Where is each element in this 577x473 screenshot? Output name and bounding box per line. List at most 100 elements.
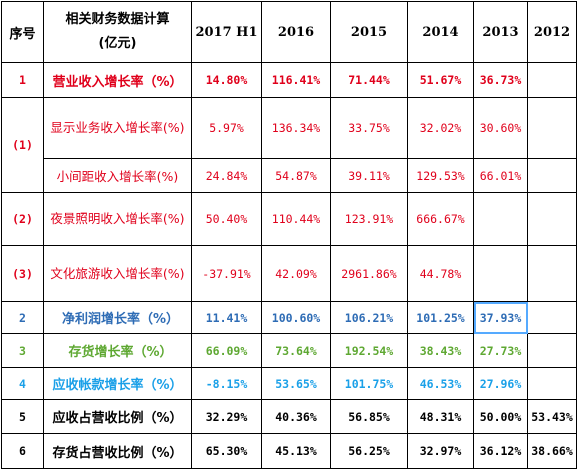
row-seq[interactable]: 6 [1, 433, 44, 469]
row-label[interactable]: 夜景照明收入增长率(%) [43, 192, 192, 246]
table-cell[interactable]: 50.00% [473, 399, 528, 434]
table-cell[interactable] [527, 192, 577, 246]
table-cell[interactable]: 56.25% [330, 433, 408, 469]
header-year-2017h1[interactable]: 2017 H1 [191, 1, 262, 63]
table-cell[interactable]: 51.67% [407, 62, 474, 98]
row-seq[interactable]: (2) [1, 192, 44, 246]
table-cell[interactable]: 106.21% [330, 301, 408, 334]
table-cell[interactable] [527, 367, 577, 400]
table-cell[interactable]: 2961.86% [330, 245, 408, 302]
table-cell[interactable]: 38.66% [527, 433, 577, 469]
table-cell[interactable]: 56.85% [330, 399, 408, 434]
table-cell[interactable]: 100.60% [261, 301, 331, 334]
header-seq[interactable]: 序号 [1, 1, 44, 63]
table-cell[interactable]: 27.96% [473, 367, 528, 400]
table-cell[interactable] [527, 301, 577, 334]
table-cell[interactable]: 53.43% [527, 399, 577, 434]
table-cell[interactable]: 42.09% [261, 245, 331, 302]
table-cell[interactable]: 71.44% [330, 62, 408, 98]
table-cell[interactable]: 136.34% [261, 97, 331, 159]
table-cell[interactable]: 36.12% [473, 433, 528, 469]
table-cell[interactable]: 33.75% [330, 97, 408, 159]
table-cell[interactable]: 27.73% [473, 333, 528, 368]
header-year-2014[interactable]: 2014 [407, 1, 474, 63]
table-cell[interactable]: 53.65% [261, 367, 331, 400]
table-cell[interactable]: 39.11% [330, 158, 408, 193]
table-cell[interactable]: 50.40% [191, 192, 262, 246]
table-cell[interactable]: 666.67% [407, 192, 474, 246]
table-cell[interactable]: 32.97% [407, 433, 474, 469]
table-cell[interactable]: 44.78% [407, 245, 474, 302]
table-cell[interactable]: -37.91% [191, 245, 262, 302]
header-year-2016[interactable]: 2016 [261, 1, 331, 63]
table-cell[interactable]: 101.25% [407, 301, 474, 334]
row-seq[interactable]: 4 [1, 367, 44, 400]
table-row-night-lighting-growth: (2) 夜景照明收入增长率(%) 50.40% 110.44% 123.91% … [1, 192, 577, 246]
row-label[interactable]: 应收帐款增长率（%） [43, 367, 192, 400]
table-row-revenue-growth: 1 营业收入增长率（%） 14.80% 116.41% 71.44% 51.67… [1, 62, 577, 98]
table-cell[interactable]: 65.30% [191, 433, 262, 469]
table-cell-selected[interactable]: 37.93% [473, 301, 528, 334]
table-row-display-growth: (1) 显示业务收入增长率(%) 5.97% 136.34% 33.75% 32… [1, 97, 577, 193]
row-label[interactable]: 小间距收入增长率(%) [43, 158, 192, 193]
header-year-2015[interactable]: 2015 [330, 1, 408, 63]
header-item-line2: (亿元) [98, 36, 137, 51]
table-cell[interactable]: 46.53% [407, 367, 474, 400]
table-cell[interactable] [527, 158, 577, 193]
table-row-receivables-growth: 4 应收帐款增长率（%） -8.15% 53.65% 101.75% 46.53… [1, 367, 577, 400]
table-cell[interactable]: 116.41% [261, 62, 331, 98]
header-year-2012[interactable]: 2012 [527, 1, 577, 63]
row-label[interactable]: 应收占营收比例（%） [43, 399, 192, 434]
table-cell[interactable]: 101.75% [330, 367, 408, 400]
row-label[interactable]: 文化旅游收入增长率(%) [43, 245, 192, 302]
table-row-cultural-tourism-growth: (3) 文化旅游收入增长率(%) -37.91% 42.09% 2961.86%… [1, 245, 577, 302]
row-label[interactable]: 净利润增长率（%） [43, 301, 192, 334]
row-label[interactable]: 显示业务收入增长率(%) [43, 97, 192, 159]
table-cell[interactable]: 45.13% [261, 433, 331, 469]
row-label[interactable]: 营业收入增长率（%） [43, 62, 192, 98]
table-cell[interactable]: 32.29% [191, 399, 262, 434]
table-cell[interactable]: 24.84% [191, 158, 262, 193]
row-label[interactable]: 存货占营收比例（%） [43, 433, 192, 469]
table-cell[interactable] [527, 97, 577, 159]
table-row-net-profit-growth: 2 净利润增长率（%） 11.41% 100.60% 106.21% 101.2… [1, 301, 577, 334]
table-cell[interactable] [473, 245, 528, 302]
table-cell[interactable]: 14.80% [191, 62, 262, 98]
table-cell[interactable]: 66.09% [191, 333, 262, 368]
row-seq[interactable]: (3) [1, 245, 44, 302]
table-cell[interactable]: 38.43% [407, 333, 474, 368]
table-cell[interactable]: 192.54% [330, 333, 408, 368]
table-cell[interactable]: 40.36% [261, 399, 331, 434]
table-cell[interactable]: -8.15% [191, 367, 262, 400]
row-seq[interactable]: (1) [1, 97, 44, 193]
table-cell[interactable]: 11.41% [191, 301, 262, 334]
table-cell[interactable]: 129.53% [407, 158, 474, 193]
table-cell[interactable]: 48.31% [407, 399, 474, 434]
table-cell[interactable]: 32.02% [407, 97, 474, 159]
table-row-receivables-ratio: 5 应收占营收比例（%） 32.29% 40.36% 56.85% 48.31%… [1, 399, 577, 434]
table-cell[interactable] [473, 192, 528, 246]
header-item[interactable]: 相关财务数据计算 (亿元) [43, 1, 192, 63]
table-cell[interactable]: 110.44% [261, 192, 331, 246]
row-seq[interactable]: 5 [1, 399, 44, 434]
row-seq[interactable]: 1 [1, 62, 44, 98]
row-seq[interactable]: 2 [1, 301, 44, 334]
table-cell[interactable] [527, 333, 577, 368]
header-row: 序号 相关财务数据计算 (亿元) 2017 H1 2016 2015 2014 … [1, 1, 577, 63]
row-label[interactable]: 存货增长率（%） [43, 333, 192, 368]
table-cell[interactable]: 36.73% [473, 62, 528, 98]
table-cell[interactable]: 5.97% [191, 97, 262, 159]
row-seq[interactable]: 3 [1, 333, 44, 368]
header-item-line1: 相关财务数据计算 [65, 12, 170, 27]
table-cell[interactable]: 123.91% [330, 192, 408, 246]
table-cell[interactable]: 66.01% [473, 158, 528, 193]
table-cell[interactable] [527, 62, 577, 98]
header-year-2013[interactable]: 2013 [473, 1, 528, 63]
table-cell[interactable]: 54.87% [261, 158, 331, 193]
table-cell[interactable]: 73.64% [261, 333, 331, 368]
table-cell[interactable]: 30.60% [473, 97, 528, 159]
table-cell[interactable] [527, 245, 577, 302]
table-row-fine-pitch-growth: 小间距收入增长率(%) 24.84% 54.87% 39.11% 129.53%… [2, 158, 577, 193]
